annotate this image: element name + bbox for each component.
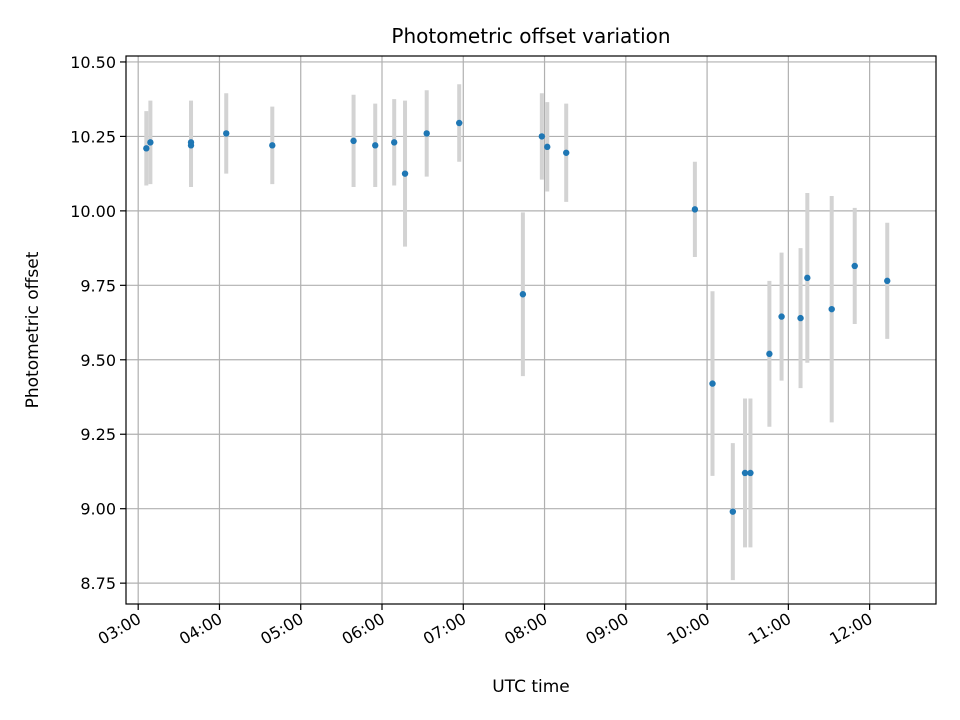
y-axis-title: Photometric offset bbox=[23, 251, 43, 408]
y-tick-label: 9.00 bbox=[80, 500, 116, 519]
y-tick-label: 10.25 bbox=[70, 127, 116, 146]
data-point bbox=[424, 130, 430, 136]
data-point bbox=[456, 120, 462, 126]
data-point bbox=[797, 315, 803, 321]
data-point bbox=[539, 133, 545, 139]
x-axis-title: UTC time bbox=[492, 677, 570, 697]
data-point bbox=[372, 142, 378, 148]
data-point bbox=[269, 142, 275, 148]
data-point bbox=[391, 139, 397, 145]
data-point bbox=[804, 275, 810, 281]
data-point bbox=[143, 145, 149, 151]
data-point bbox=[730, 508, 736, 514]
y-tick-label: 9.50 bbox=[80, 351, 116, 370]
y-tick-label: 10.00 bbox=[70, 202, 116, 221]
chart-title: Photometric offset variation bbox=[391, 24, 670, 48]
data-point bbox=[747, 470, 753, 476]
data-point bbox=[520, 291, 526, 297]
data-point bbox=[692, 206, 698, 212]
y-tick-label: 9.25 bbox=[80, 425, 116, 444]
data-point bbox=[188, 139, 194, 145]
data-point bbox=[829, 306, 835, 312]
y-tick-label: 9.75 bbox=[80, 276, 116, 295]
data-point bbox=[223, 130, 229, 136]
data-point bbox=[350, 138, 356, 144]
data-point bbox=[766, 351, 772, 357]
data-point bbox=[778, 313, 784, 319]
data-point bbox=[147, 139, 153, 145]
data-point bbox=[884, 278, 890, 284]
data-point bbox=[563, 150, 569, 156]
data-point bbox=[544, 144, 550, 150]
data-point bbox=[852, 263, 858, 269]
y-tick-label: 10.50 bbox=[70, 53, 116, 72]
data-point bbox=[402, 170, 408, 176]
data-point bbox=[709, 380, 715, 386]
y-tick-label: 8.75 bbox=[80, 574, 116, 593]
